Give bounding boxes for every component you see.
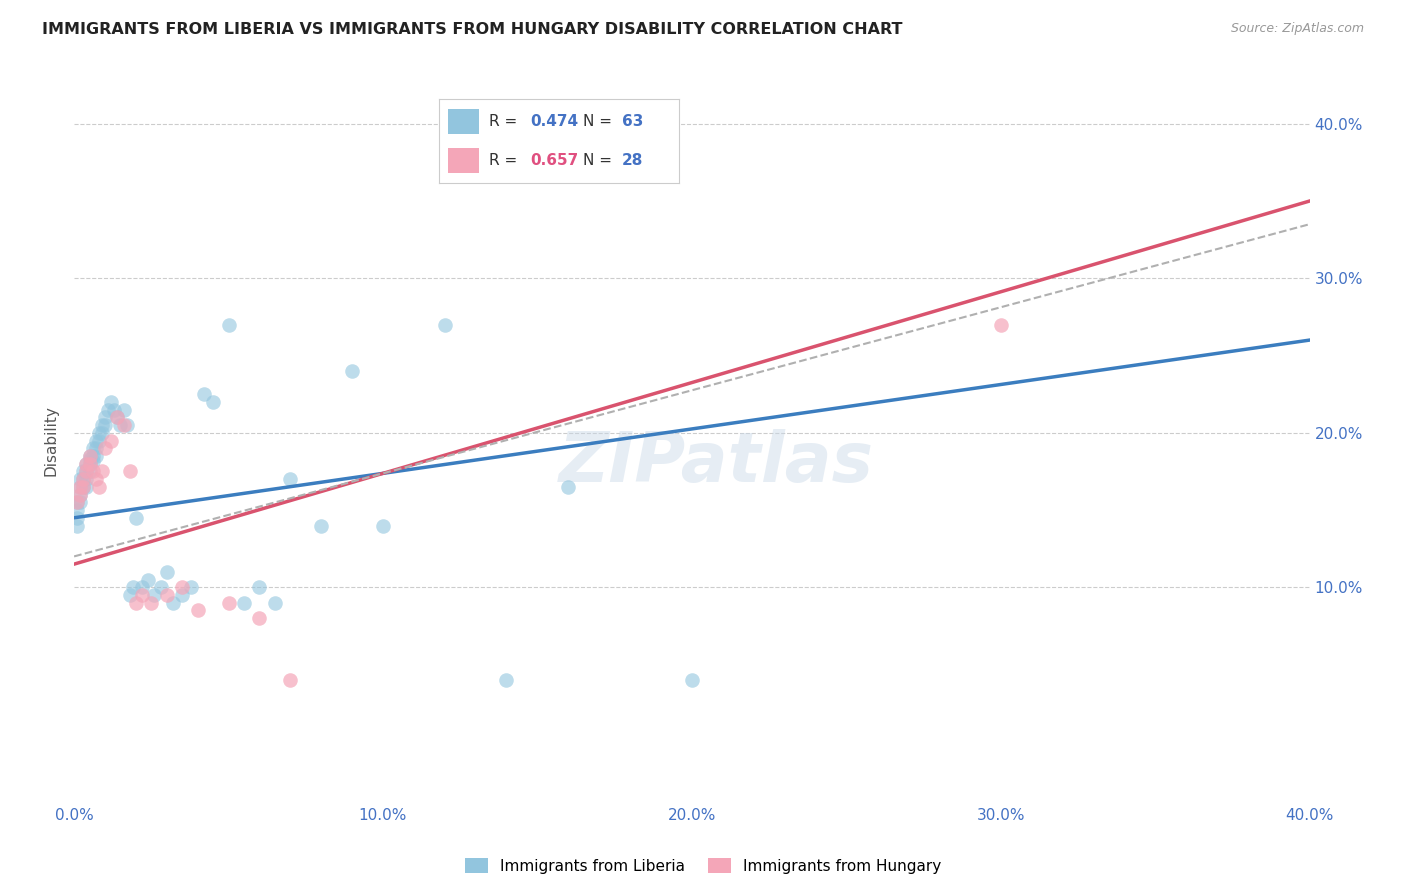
- Point: [371, 518, 394, 533]
- Point: [557, 480, 579, 494]
- Point: [72, 480, 94, 494]
- Point: [125, 510, 148, 524]
- Point: [112, 418, 135, 433]
- Point: [69, 472, 91, 486]
- Point: [118, 588, 141, 602]
- Point: [202, 395, 225, 409]
- Point: [105, 410, 128, 425]
- Point: [233, 596, 256, 610]
- Point: [180, 580, 202, 594]
- Point: [66, 495, 89, 509]
- Point: [149, 580, 172, 594]
- Point: [121, 580, 143, 594]
- Point: [75, 457, 97, 471]
- Point: [218, 318, 240, 332]
- Point: [187, 603, 209, 617]
- Point: [156, 565, 179, 579]
- Point: [72, 480, 94, 494]
- Point: [340, 364, 363, 378]
- Point: [90, 425, 112, 440]
- Point: [79, 449, 101, 463]
- Point: [136, 573, 159, 587]
- Point: [112, 402, 135, 417]
- Point: [94, 418, 117, 433]
- Point: [94, 410, 117, 425]
- Text: ZIPatlas: ZIPatlas: [560, 429, 875, 496]
- Point: [79, 457, 101, 471]
- Point: [162, 596, 184, 610]
- Point: [79, 449, 101, 463]
- Text: Source: ZipAtlas.com: Source: ZipAtlas.com: [1230, 22, 1364, 36]
- Point: [100, 434, 122, 448]
- Point: [141, 596, 163, 610]
- Point: [84, 449, 107, 463]
- Point: [84, 442, 107, 456]
- Point: [100, 395, 122, 409]
- Point: [87, 434, 110, 448]
- Point: [94, 442, 117, 456]
- Point: [79, 452, 101, 467]
- Point: [110, 418, 132, 433]
- Point: [66, 495, 89, 509]
- Point: [125, 596, 148, 610]
- Point: [131, 580, 153, 594]
- Point: [278, 472, 301, 486]
- Point: [69, 480, 91, 494]
- Point: [82, 453, 104, 467]
- Point: [247, 611, 270, 625]
- Point: [143, 588, 166, 602]
- Point: [82, 442, 104, 456]
- Legend: Immigrants from Liberia, Immigrants from Hungary: Immigrants from Liberia, Immigrants from…: [458, 852, 948, 880]
- Point: [75, 480, 97, 494]
- Point: [115, 418, 138, 433]
- Point: [103, 402, 125, 417]
- Point: [90, 465, 112, 479]
- Point: [84, 434, 107, 448]
- Point: [263, 596, 285, 610]
- Point: [131, 588, 153, 602]
- Point: [75, 472, 97, 486]
- Point: [172, 588, 194, 602]
- Point: [97, 402, 120, 417]
- Point: [247, 580, 270, 594]
- Point: [69, 495, 91, 509]
- Point: [990, 318, 1012, 332]
- Y-axis label: Disability: Disability: [44, 405, 58, 476]
- Point: [82, 465, 104, 479]
- Point: [75, 457, 97, 471]
- Point: [72, 472, 94, 486]
- Point: [90, 418, 112, 433]
- Text: IMMIGRANTS FROM LIBERIA VS IMMIGRANTS FROM HUNGARY DISABILITY CORRELATION CHART: IMMIGRANTS FROM LIBERIA VS IMMIGRANTS FR…: [42, 22, 903, 37]
- Point: [309, 518, 332, 533]
- Point: [72, 465, 94, 479]
- Point: [82, 449, 104, 463]
- Point: [87, 480, 110, 494]
- Point: [84, 472, 107, 486]
- Point: [495, 673, 517, 687]
- Point: [69, 487, 91, 501]
- Point: [156, 588, 179, 602]
- Point: [66, 518, 89, 533]
- Point: [79, 457, 101, 471]
- Point: [433, 318, 456, 332]
- Point: [66, 510, 89, 524]
- Point: [69, 480, 91, 494]
- Point: [105, 410, 128, 425]
- Point: [118, 465, 141, 479]
- Point: [172, 580, 194, 594]
- Point: [69, 487, 91, 501]
- Point: [79, 465, 101, 479]
- Point: [87, 425, 110, 440]
- Point: [278, 673, 301, 687]
- Point: [72, 472, 94, 486]
- Point: [75, 465, 97, 479]
- Point: [193, 387, 215, 401]
- Point: [218, 596, 240, 610]
- Point: [66, 503, 89, 517]
- Point: [75, 465, 97, 479]
- Point: [681, 673, 703, 687]
